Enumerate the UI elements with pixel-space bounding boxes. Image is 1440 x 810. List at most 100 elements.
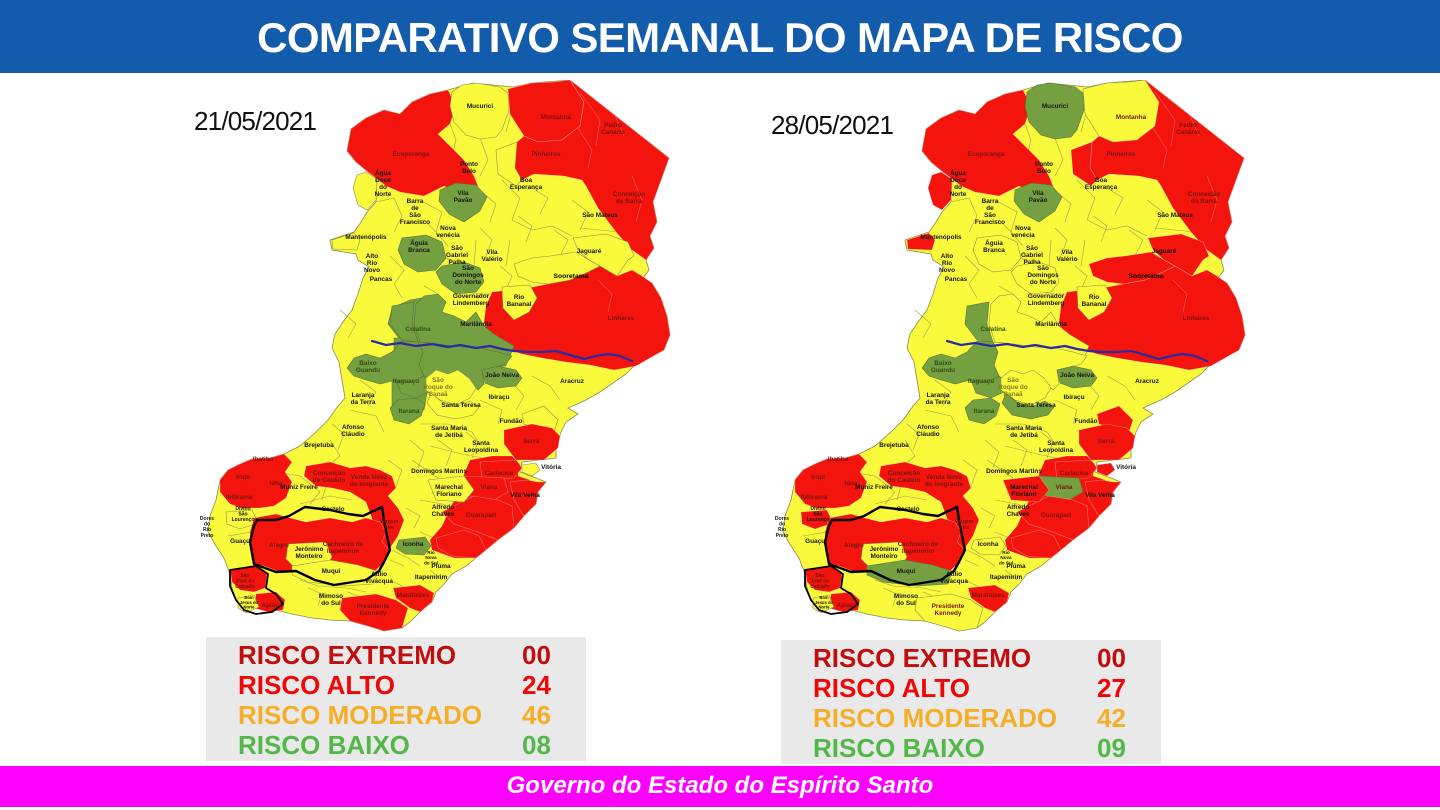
svg-text:Guandu: Guandu	[356, 367, 380, 374]
svg-text:Itapemirim: Itapemirim	[990, 574, 1023, 581]
svg-text:Vargem: Vargem	[380, 519, 399, 525]
svg-text:Aracruz: Aracruz	[560, 378, 584, 385]
svg-text:Governador: Governador	[453, 293, 490, 300]
svg-text:Pavão: Pavão	[1029, 197, 1048, 204]
svg-text:Santa Maria: Santa Maria	[431, 425, 467, 432]
svg-text:do Castelo: do Castelo	[888, 477, 921, 484]
svg-text:Nova: Nova	[440, 225, 456, 232]
svg-text:Chaves: Chaves	[1007, 511, 1030, 518]
svg-text:São: São	[815, 573, 824, 579]
svg-text:Itaguaçu: Itaguaçu	[393, 378, 419, 385]
svg-text:da Barra: da Barra	[616, 198, 642, 205]
svg-text:do Norte: do Norte	[1030, 279, 1057, 286]
svg-text:Marilândia: Marilândia	[460, 321, 492, 328]
svg-text:Canaã: Canaã	[1003, 391, 1023, 398]
svg-text:Alfredo: Alfredo	[1007, 504, 1029, 511]
svg-text:Águia: Águia	[410, 238, 428, 247]
svg-text:Laranja: Laranja	[927, 392, 950, 399]
svg-text:São: São	[1007, 377, 1019, 384]
svg-text:Colatina: Colatina	[405, 326, 431, 333]
svg-text:Ibiraçu: Ibiraçu	[489, 394, 510, 401]
svg-text:Ibitirama: Ibitirama	[226, 494, 253, 501]
svg-text:João Neiva: João Neiva	[1060, 372, 1094, 379]
svg-text:Iúna: Iúna	[844, 480, 858, 487]
svg-text:de: de	[986, 205, 994, 212]
svg-text:Nova: Nova	[1000, 555, 1012, 560]
svg-text:venécia: venécia	[436, 232, 460, 239]
svg-text:Norte: Norte	[819, 605, 831, 610]
svg-text:Viana: Viana	[481, 484, 498, 491]
svg-text:Ibiraçu: Ibiraçu	[1064, 394, 1085, 401]
svg-text:do Sul: do Sul	[999, 560, 1013, 565]
svg-text:Belo: Belo	[1037, 168, 1051, 175]
svg-text:São: São	[451, 245, 463, 252]
svg-text:de: de	[411, 205, 419, 212]
svg-text:Fundão: Fundão	[499, 418, 522, 425]
svg-text:Preto: Preto	[201, 533, 214, 539]
svg-text:do Norte: do Norte	[455, 279, 482, 286]
svg-text:Lourenço: Lourenço	[807, 517, 830, 523]
svg-text:Leopoldina: Leopoldina	[464, 447, 499, 454]
svg-text:Esperança: Esperança	[1085, 184, 1118, 191]
svg-text:de Jetibá: de Jetibá	[1010, 432, 1038, 439]
svg-text:Alfredo: Alfredo	[432, 504, 454, 511]
svg-text:Ibatiba: Ibatiba	[253, 456, 274, 463]
svg-text:Sooretama: Sooretama	[553, 273, 588, 280]
svg-text:Boa: Boa	[520, 177, 533, 184]
svg-text:do: do	[954, 184, 962, 191]
svg-text:do Sul: do Sul	[321, 600, 341, 607]
svg-text:Santa Teresa: Santa Teresa	[1016, 402, 1056, 409]
svg-text:Roque do: Roque do	[423, 384, 453, 391]
svg-text:Cachoeiro de: Cachoeiro de	[898, 541, 939, 548]
svg-text:Barra: Barra	[407, 198, 424, 205]
svg-text:Rio: Rio	[942, 260, 952, 267]
svg-text:Palha: Palha	[448, 259, 465, 266]
svg-text:Santa Teresa: Santa Teresa	[441, 402, 481, 409]
svg-text:Palha: Palha	[1023, 259, 1040, 266]
svg-text:Serra: Serra	[1098, 438, 1115, 445]
svg-text:Piúma: Piúma	[1006, 563, 1026, 570]
svg-text:Apiacá: Apiacá	[837, 602, 858, 609]
svg-text:Rio: Rio	[367, 260, 377, 267]
svg-text:Lourenço: Lourenço	[232, 517, 255, 523]
svg-text:Guaçuí: Guaçuí	[230, 538, 252, 545]
svg-text:Francisco: Francisco	[400, 219, 430, 226]
svg-text:Conceição: Conceição	[613, 191, 645, 198]
svg-text:Itapemirim: Itapemirim	[902, 548, 935, 555]
svg-text:da Terra: da Terra	[351, 399, 376, 406]
svg-text:Jesus do: Jesus do	[240, 600, 259, 605]
svg-text:São: São	[240, 573, 249, 579]
svg-text:Novo: Novo	[939, 267, 955, 274]
svg-text:Itapemirim: Itapemirim	[415, 574, 448, 581]
svg-text:Domingos Martins: Domingos Martins	[986, 468, 1042, 475]
svg-text:Domingos Martins: Domingos Martins	[411, 468, 467, 475]
svg-text:Calçado: Calçado	[235, 584, 254, 590]
svg-text:São: São	[238, 512, 247, 518]
svg-text:Venda Nova: Venda Nova	[351, 474, 388, 481]
svg-text:Linhares: Linhares	[608, 315, 635, 322]
svg-text:Alta: Alta	[959, 525, 969, 531]
svg-text:Itarana: Itarana	[974, 408, 995, 415]
svg-text:Floriano: Floriano	[1011, 491, 1036, 498]
svg-text:Vivácqua: Vivácqua	[365, 578, 393, 585]
svg-text:Rio: Rio	[1089, 294, 1099, 301]
svg-text:São: São	[1026, 245, 1038, 252]
svg-text:Valério: Valério	[482, 256, 503, 263]
svg-text:Vivácqua: Vivácqua	[940, 578, 968, 585]
svg-text:José do: José do	[811, 579, 830, 585]
svg-text:Conceição: Conceição	[313, 470, 345, 477]
svg-text:Venda Nova: Venda Nova	[926, 474, 963, 481]
svg-text:Irupi: Irupi	[236, 474, 250, 481]
svg-text:do Imigrante: do Imigrante	[350, 481, 389, 488]
svg-text:Vitória: Vitória	[541, 464, 561, 471]
svg-text:Guarapari: Guarapari	[1041, 512, 1071, 519]
svg-text:Marechal: Marechal	[435, 484, 463, 491]
svg-text:Cariacica: Cariacica	[485, 470, 514, 477]
svg-text:Marataízes: Marataízes	[397, 592, 430, 599]
svg-text:Pedro: Pedro	[1179, 122, 1197, 129]
svg-text:Gabriel: Gabriel	[1021, 252, 1043, 259]
svg-text:Dores: Dores	[775, 516, 789, 522]
svg-text:Vila: Vila	[1032, 190, 1044, 197]
svg-text:do Sul: do Sul	[424, 560, 438, 565]
svg-text:Águia: Águia	[985, 238, 1003, 247]
